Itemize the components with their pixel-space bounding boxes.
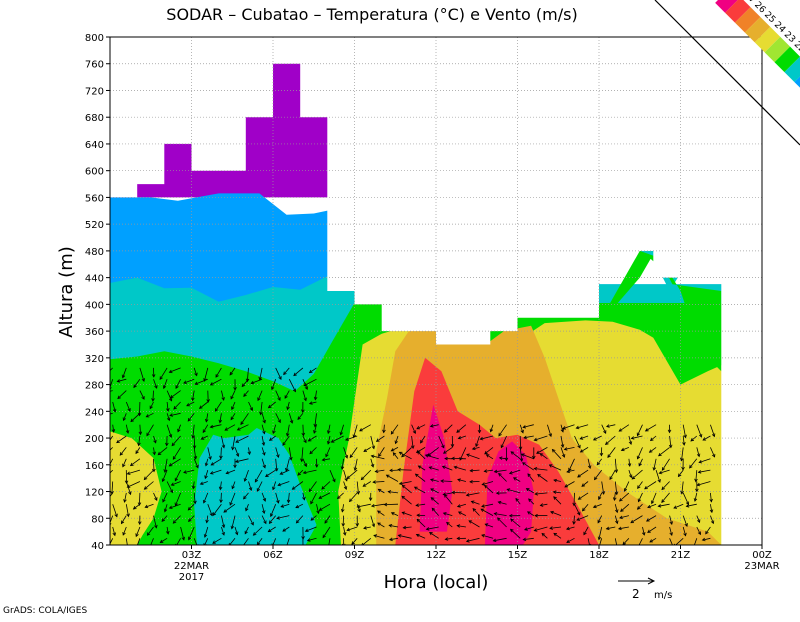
y-tick-label: 240 <box>85 407 104 418</box>
y-tick-label: 640 <box>85 140 104 151</box>
y-tick-label: 720 <box>85 86 104 97</box>
y-tick-label: 760 <box>85 60 104 71</box>
y-tick-label: 600 <box>85 167 104 178</box>
y-tick-label: 440 <box>85 274 104 285</box>
x-tick-label: 03Z <box>182 550 202 561</box>
y-tick-label: 80 <box>91 514 104 525</box>
x-axis-label: Hora (local) <box>384 572 489 593</box>
y-tick-label: 360 <box>85 327 104 338</box>
x-tick-sublabel: 23MAR <box>744 561 779 572</box>
wind-arrow <box>139 493 140 505</box>
x-tick-label: 12Z <box>426 550 446 561</box>
x-tick-sublabel: 2017 <box>179 572 204 583</box>
y-tick-label: 560 <box>85 193 104 204</box>
vector-scale-value: 2 <box>632 587 640 601</box>
wind-arrow <box>221 493 222 502</box>
wind-arrow <box>343 516 344 526</box>
y-tick-label: 200 <box>85 434 104 445</box>
x-tick-label: 00Z <box>752 550 772 561</box>
y-tick-label: 480 <box>85 247 104 258</box>
y-tick-label: 680 <box>85 113 104 124</box>
x-tick-label: 18Z <box>589 550 609 561</box>
vector-scale-unit: m/s <box>654 590 672 601</box>
wind-arrow <box>303 425 304 436</box>
x-tick-sublabel: 22MAR <box>174 561 209 572</box>
x-tick-label: 15Z <box>508 550 528 561</box>
y-tick-label: 120 <box>85 488 104 499</box>
y-tick-label: 160 <box>85 461 104 472</box>
wind-arrow <box>154 459 155 472</box>
x-tick-label: 06Z <box>263 550 283 561</box>
y-axis-label: Altura (m) <box>56 246 77 338</box>
chart-title: SODAR – Cubatao – Temperatura (°C) e Ven… <box>166 5 577 24</box>
y-tick-label: 520 <box>85 220 104 231</box>
y-tick-label: 280 <box>85 381 104 392</box>
y-tick-label: 40 <box>91 541 104 552</box>
x-tick-label: 21Z <box>671 550 691 561</box>
y-tick-label: 400 <box>85 300 104 311</box>
wind-arrow <box>574 493 575 506</box>
y-tick-label: 320 <box>85 354 104 365</box>
y-tick-label: 800 <box>85 33 104 44</box>
x-tick-label: 09Z <box>345 550 365 561</box>
credit-text: GrADS: COLA/IGES <box>3 606 87 616</box>
